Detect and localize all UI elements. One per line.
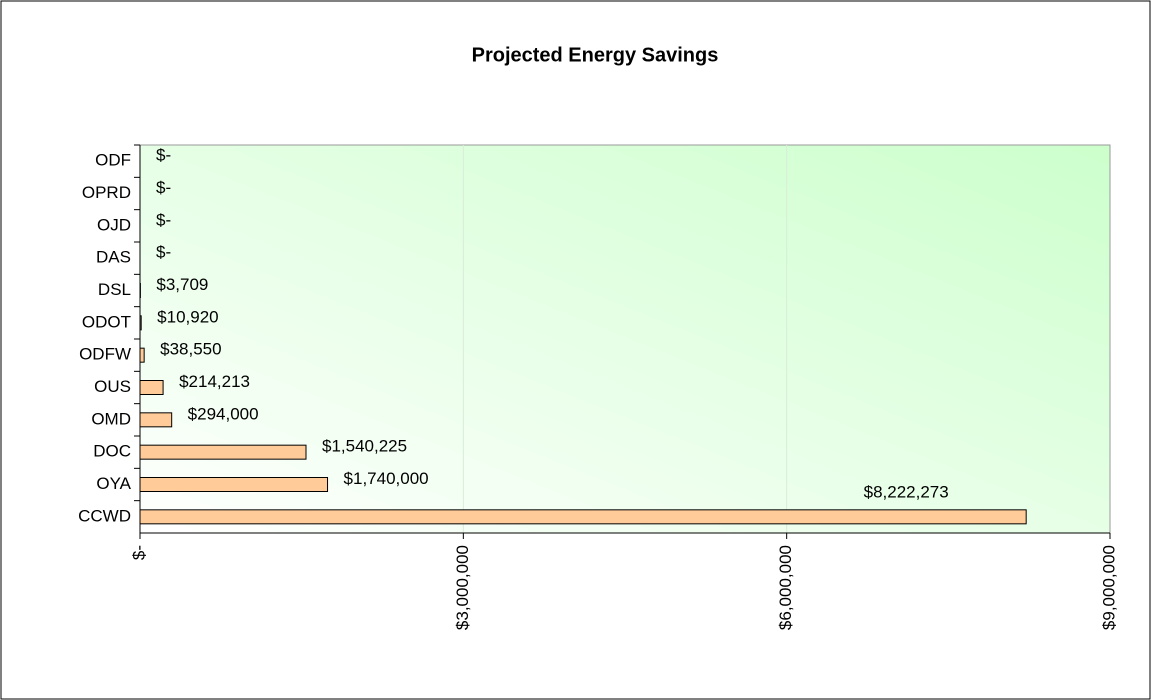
y-tick-label: ODF <box>95 151 131 170</box>
value-label: $10,920 <box>157 307 218 326</box>
value-label: $- <box>156 210 171 229</box>
bar <box>139 347 145 363</box>
x-tick-label: $6,000,000 <box>776 545 795 630</box>
x-tick-label: $- <box>129 545 148 560</box>
x-tick-label: $3,000,000 <box>453 545 472 630</box>
y-tick-label: ODOT <box>82 312 131 331</box>
plot-area <box>139 144 1111 534</box>
bar <box>139 412 173 428</box>
y-tick-label: OYA <box>96 474 131 493</box>
y-tick-label: DOC <box>93 442 131 461</box>
bar <box>139 444 307 460</box>
value-label: $8,222,273 <box>864 482 949 501</box>
value-label: $38,550 <box>160 340 221 359</box>
y-tick-label: OPRD <box>82 183 131 202</box>
value-label: $- <box>156 146 171 165</box>
value-label: $1,740,000 <box>344 469 429 488</box>
chart-title: Projected Energy Savings <box>472 44 719 66</box>
bar <box>139 509 1027 525</box>
x-tick-label: $9,000,000 <box>1099 545 1118 630</box>
value-label: $- <box>156 178 171 197</box>
y-tick-label: OMD <box>91 409 131 428</box>
bar <box>139 315 142 331</box>
bar <box>139 380 164 395</box>
y-tick-label: OJD <box>97 215 131 234</box>
value-label: $- <box>156 243 171 262</box>
value-label: $3,709 <box>156 275 208 294</box>
y-tick-label: DAS <box>96 248 131 267</box>
bar <box>139 477 329 492</box>
value-label: $294,000 <box>188 404 259 423</box>
value-label: $1,540,225 <box>322 437 407 456</box>
y-tick-label: DSL <box>98 280 131 299</box>
value-label: $214,213 <box>179 372 250 391</box>
y-tick-label: OUS <box>94 377 131 396</box>
y-tick-label: CCWD <box>78 506 131 525</box>
y-tick-label: ODFW <box>79 345 131 364</box>
